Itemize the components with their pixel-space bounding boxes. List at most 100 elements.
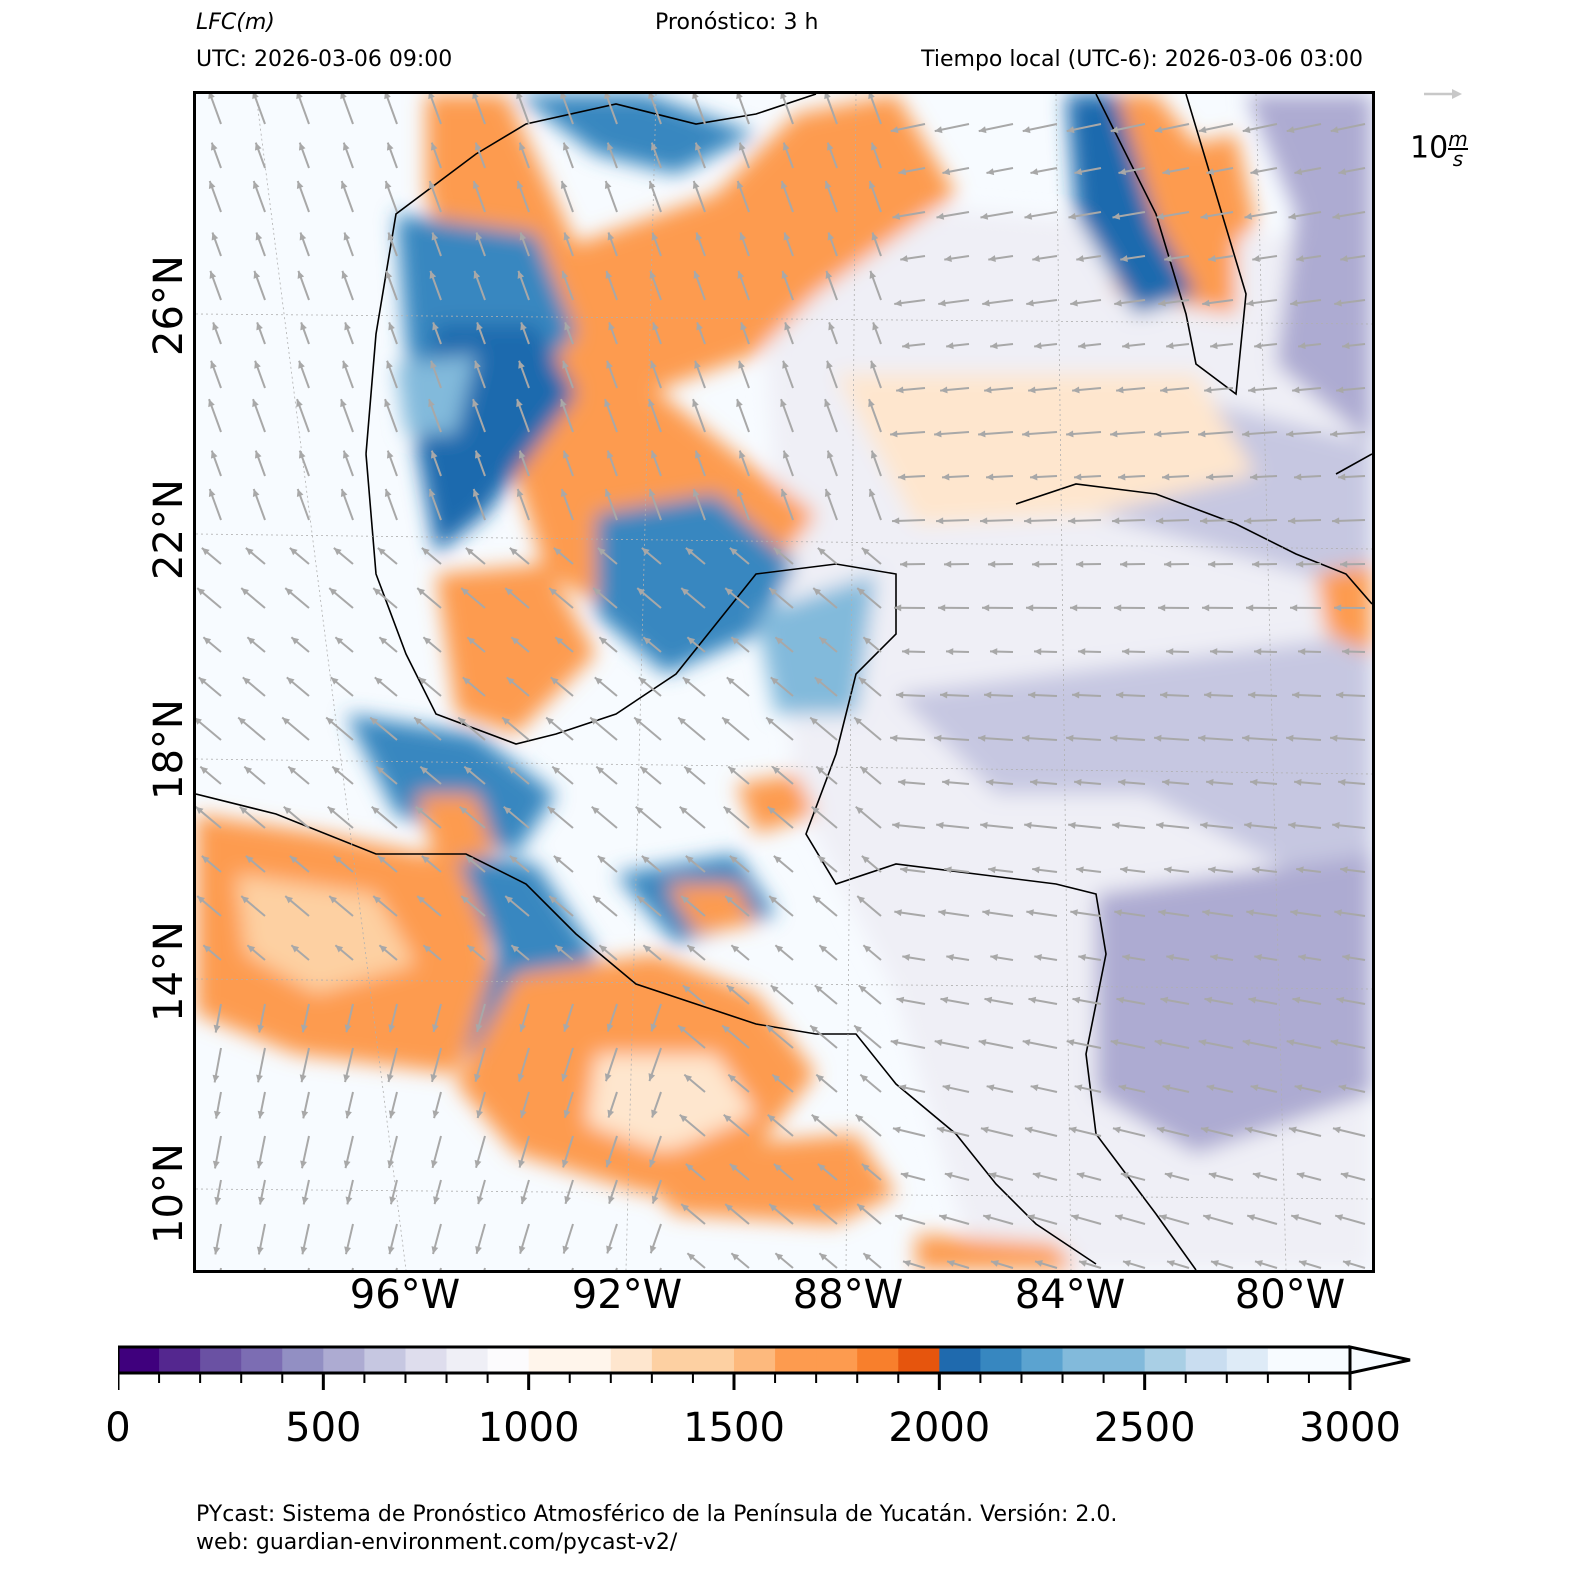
wind-arrow-head <box>736 399 743 408</box>
wind-arrow-head <box>298 450 306 459</box>
wind-arrow-head <box>1160 691 1168 699</box>
wind-arrow-head <box>560 488 568 497</box>
wind-arrow-head <box>641 855 650 864</box>
wind-arrow-head <box>1298 954 1306 961</box>
wind-arrow-head <box>342 360 349 369</box>
wind-arrow-head <box>1024 1126 1033 1134</box>
wind-arrow-head <box>561 270 569 279</box>
wind-arrow-head <box>650 360 657 369</box>
wind-arrow-head <box>1248 386 1256 394</box>
wind-arrow-head <box>197 896 206 904</box>
wind-arrow-head <box>942 473 950 481</box>
wind-arrow-head <box>1068 1126 1077 1134</box>
wind-arrow-head <box>1078 1260 1087 1267</box>
lfc-map[interactable] <box>193 90 1375 1291</box>
wind-arrow-head <box>870 360 877 369</box>
colorbar-bin <box>980 1347 1022 1373</box>
wind-arrow-head <box>1342 1260 1351 1267</box>
wind-arrow-head <box>509 547 518 556</box>
wind-arrow-head <box>1158 909 1166 917</box>
wind-arrow-head <box>650 142 658 151</box>
wind-arrow-head <box>826 142 834 151</box>
wind-arrow-head <box>863 1253 872 1261</box>
wind-arrow-head <box>429 270 437 279</box>
wind-arrow-head <box>1122 648 1130 656</box>
wind-arrow-head <box>594 677 603 685</box>
wind-arrow-head <box>1242 126 1251 134</box>
wind-arrow-head <box>517 1073 525 1082</box>
wind-arrow-head <box>902 954 910 961</box>
wind-arrow-head <box>870 450 878 459</box>
colorbar-bin <box>323 1347 365 1373</box>
wind-arrow-head <box>560 180 568 189</box>
wind-arrow-head <box>986 168 995 176</box>
wind-arrow-head <box>725 588 734 596</box>
wind-arrow-head <box>651 1195 659 1204</box>
wind-arrow-head <box>605 1159 613 1168</box>
wind-arrow-head <box>1290 299 1298 307</box>
wind-arrow-head <box>1296 1172 1305 1179</box>
wind-arrow-head <box>738 142 746 151</box>
wind-arrow-head <box>194 717 202 725</box>
wind-arrow-head <box>685 1163 694 1172</box>
wind-arrow-head <box>1068 212 1077 220</box>
wind-arrow-head <box>772 766 781 774</box>
wind-arrow-head <box>687 637 696 645</box>
wind-arrow-head <box>511 637 520 645</box>
wind-arrow-head <box>1288 212 1297 220</box>
wind-arrow-head <box>1200 517 1208 525</box>
wind-arrow-head <box>984 996 993 1004</box>
wind-arrow-head <box>430 142 438 151</box>
wind-arrow-head <box>1028 996 1037 1004</box>
wind-arrow-head <box>782 142 790 151</box>
wind-arrow-head <box>1210 1260 1219 1267</box>
wind-arrow-head <box>201 855 210 864</box>
colorbar-label: 2500 <box>1093 1405 1196 1451</box>
wind-arrow-head <box>649 270 657 279</box>
wind-arrow-head <box>938 909 946 917</box>
wind-arrow-head <box>982 604 990 612</box>
wind-arrow-head <box>1250 1084 1259 1092</box>
wind-arrow-head <box>340 91 347 100</box>
wind-arrow-head <box>825 270 833 279</box>
wind-arrow-head <box>934 734 942 742</box>
wind-vector-key: 10 m s <box>1410 80 1480 169</box>
wind-arrow-head <box>467 945 476 953</box>
wind-arrow-head <box>420 766 429 774</box>
wind-arrow-head <box>432 1110 440 1119</box>
wind-arrow-head <box>423 945 432 953</box>
wind-arrow-head <box>520 322 527 331</box>
wind-arrow-head <box>257 1024 265 1033</box>
wind-arrow-head <box>1154 1039 1163 1046</box>
wind-arrow-head <box>868 91 875 100</box>
wind-arrow-head <box>648 180 656 189</box>
wind-arrow-head <box>1076 255 1084 263</box>
wind-arrow-head <box>563 232 571 241</box>
wind-arrow-head <box>726 985 735 993</box>
wind-arrow-head <box>607 1109 615 1118</box>
wind-arrow-head <box>1200 1126 1209 1134</box>
wind-arrow-head <box>300 1024 308 1033</box>
wind-arrow-head <box>634 717 642 725</box>
wind-arrow-head <box>894 604 902 612</box>
wind-arrow-head <box>990 954 998 961</box>
wind-arrow-head <box>1210 648 1218 656</box>
wind-arrow-head <box>606 450 614 459</box>
wind-arrow-head <box>462 677 471 685</box>
wind-arrow-head <box>990 1260 999 1267</box>
wind-arrow-head <box>679 1114 688 1123</box>
wind-arrow-head <box>211 232 219 241</box>
wind-arrow-head <box>423 637 432 645</box>
wind-arrow-head <box>940 386 948 394</box>
wind-arrow-head <box>1162 778 1170 786</box>
wind-arrow-head <box>892 821 900 829</box>
wind-arrow-head <box>1298 342 1306 350</box>
wind-arrow-head <box>936 1126 945 1134</box>
wind-arrow-head <box>900 255 908 263</box>
colorbar-bin <box>1062 1347 1105 1373</box>
wind-arrow-head <box>978 126 987 134</box>
wind-arrow-head <box>857 1204 866 1212</box>
wind-arrow-head <box>1034 954 1042 961</box>
wind-arrow-head <box>728 1074 737 1082</box>
wind-arrow-head <box>946 954 954 961</box>
